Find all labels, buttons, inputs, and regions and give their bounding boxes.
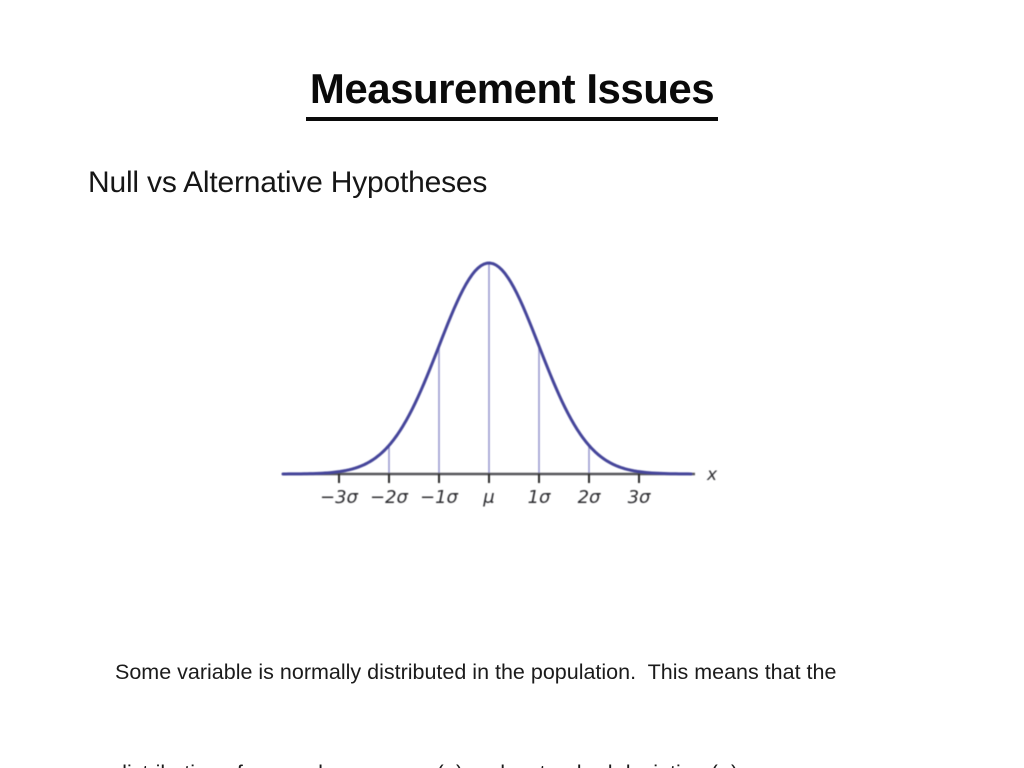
axis-tick-label: −2σ (370, 487, 409, 508)
normal-distribution-figure: −3σ −2σ −1σ μ 1σ 2σ 3σ x (275, 243, 745, 518)
axis-tick-label: −3σ (320, 487, 359, 508)
bell-curve-path (281, 261, 693, 476)
x-axis-label: x (706, 465, 718, 485)
normal-curve-chart: −3σ −2σ −1σ μ 1σ 2σ 3σ x (281, 261, 718, 508)
axis-tick-label: 2σ (578, 487, 601, 508)
axis-tick-label: −1σ (420, 487, 459, 508)
title-container: Measurement Issues (0, 65, 1024, 122)
slide-title: Measurement Issues (305, 65, 719, 122)
body-line-2: distribution of scores has a mean (μ) an… (115, 757, 836, 768)
body-paragraph: Some variable is normally distributed in… (115, 589, 836, 768)
axis-tick-label: 1σ (528, 487, 551, 508)
slide-subtitle: Null vs Alternative Hypotheses (88, 166, 488, 199)
axis-tick-label: μ (482, 487, 494, 508)
axis-tick-label: 3σ (628, 487, 651, 508)
body-line-1: Some variable is normally distributed in… (115, 660, 837, 684)
